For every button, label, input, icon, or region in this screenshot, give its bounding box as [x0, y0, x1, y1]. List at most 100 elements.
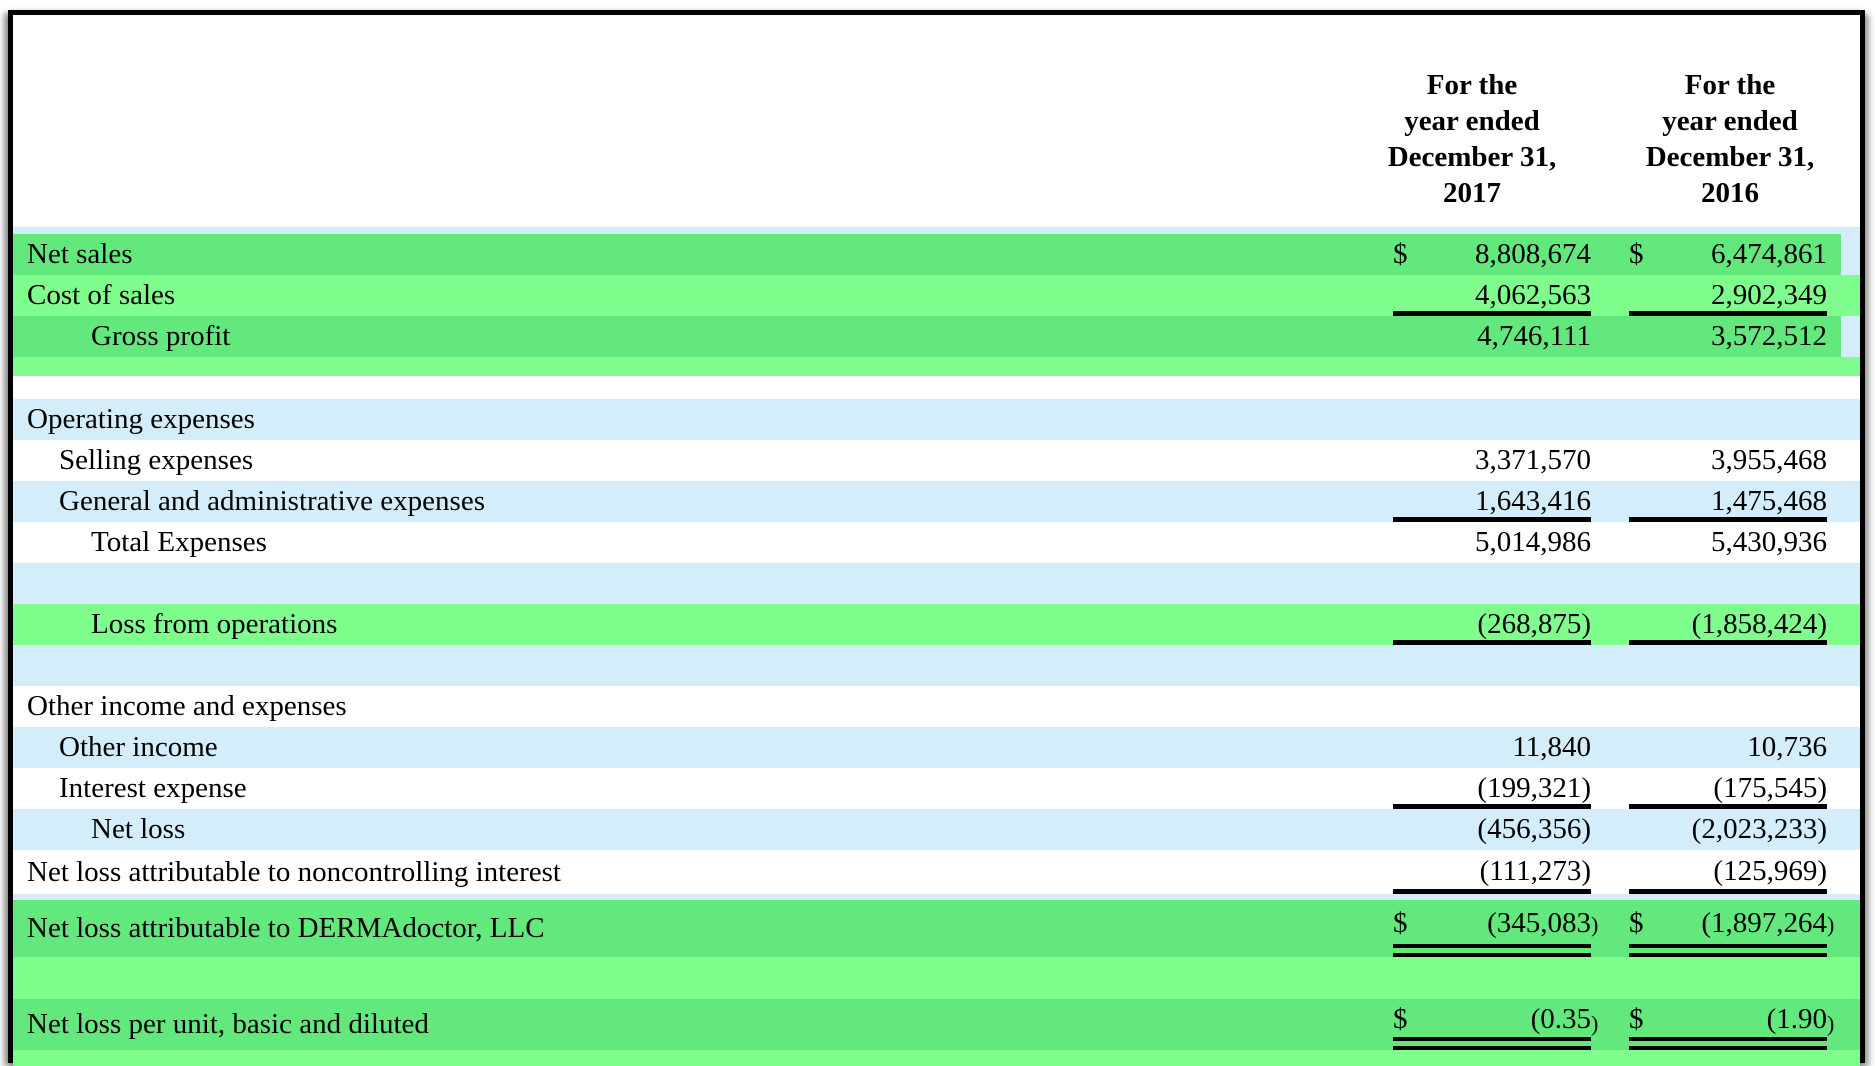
- raised-paren: [1591, 487, 1605, 495]
- raised-paren: [1827, 405, 1841, 413]
- value-2016-cell: $ (1,897,264): [1629, 900, 1841, 957]
- value-2016: 2,902,349: [1711, 278, 1827, 311]
- row-label: Net sales: [27, 238, 133, 270]
- trailing-strip: [1841, 234, 1855, 275]
- value-2016: 3,955,468: [1711, 444, 1827, 476]
- row-label: Other income: [59, 731, 218, 763]
- raised-paren: [1827, 610, 1841, 618]
- trailing-strip: [1841, 481, 1855, 522]
- column-gap: [1605, 234, 1629, 275]
- spacer-row: [13, 563, 1860, 604]
- value-2016-cell: $6,474,861: [1629, 234, 1841, 275]
- dollar-sign: $: [1393, 238, 1408, 270]
- statement-rows: Net sales $8,808,674 $6,474,861 Cost of sal…: [13, 227, 1860, 1066]
- table-row: Cost of sales 4,062,563 2,902,349: [13, 275, 1860, 316]
- value-2017: (345,083: [1487, 907, 1591, 939]
- raised-paren: [1827, 281, 1841, 289]
- column-header-2016-text: For the year ended December 31, 2016: [1645, 69, 1815, 209]
- table-row: Net loss (456,356) (2,023,233): [13, 809, 1860, 850]
- row-label: Net loss per unit, basic and diluted: [27, 1008, 429, 1040]
- value-2016: 6,474,861: [1711, 238, 1827, 270]
- right-pad: [1855, 522, 1860, 563]
- column-header-2017-text: For the year ended December 31, 2017: [1387, 69, 1557, 209]
- raised-paren: [1591, 322, 1605, 330]
- column-header-2017: For the year ended December 31, 2017: [1356, 31, 1588, 261]
- value-2016: (175,545): [1713, 771, 1827, 804]
- row-label: Net loss attributable to DERMAdoctor, LL…: [27, 912, 545, 944]
- column-gap: [1605, 399, 1629, 440]
- trailing-strip: [1841, 809, 1855, 850]
- value-2017-cell: 3,371,570: [1393, 440, 1605, 481]
- value-2017: (111,273): [1479, 855, 1591, 887]
- spacer-row: [13, 645, 1860, 686]
- value-2017: 1,643,416: [1475, 484, 1591, 517]
- raised-paren: ): [1591, 912, 1599, 937]
- right-pad: [1855, 809, 1860, 850]
- value-2016-cell: 2,902,349: [1629, 275, 1841, 316]
- table-row: Selling expenses 3,371,570 3,955,468: [13, 440, 1860, 481]
- dollar-sign: $: [1393, 1003, 1408, 1035]
- dollar-sign: $: [1629, 238, 1644, 270]
- value-2016: (1.90: [1766, 1003, 1827, 1035]
- value-2016-cell: 1,475,468: [1629, 481, 1841, 522]
- row-label: Net loss: [91, 813, 186, 845]
- trailing-strip: [1841, 999, 1855, 1050]
- raised-paren: [1591, 733, 1605, 741]
- value-2017-cell: [1393, 686, 1605, 727]
- right-pad: [1855, 481, 1860, 522]
- raised-paren: [1827, 815, 1841, 823]
- right-pad: [1855, 275, 1860, 316]
- raised-paren: [1591, 774, 1605, 782]
- value-2016: (2,023,233): [1691, 813, 1827, 845]
- value-2016-cell: (2,023,233): [1629, 809, 1841, 850]
- value-2016-cell: 10,736: [1629, 727, 1841, 768]
- trailing-strip: [1841, 768, 1855, 809]
- raised-paren: [1827, 856, 1841, 864]
- right-pad: [1855, 850, 1860, 894]
- row-label: Gross profit: [91, 320, 231, 352]
- table-row: Loss from operations (268,875) (1,858,424): [13, 604, 1860, 645]
- value-2017-cell: $ (0.35): [1393, 999, 1605, 1050]
- column-gap: [1605, 809, 1629, 850]
- table-row: Other income and expenses: [13, 686, 1860, 727]
- value-2017: 4,746,111: [1477, 320, 1591, 352]
- raised-paren: [1827, 240, 1841, 248]
- row-label: Loss from operations: [91, 608, 338, 640]
- trailing-strip: [1841, 604, 1855, 645]
- column-gap: [1605, 999, 1629, 1050]
- right-pad: [1855, 316, 1860, 357]
- value-2017: 4,062,563: [1475, 278, 1591, 311]
- table-row: Net loss attributable to DERMAdoctor, LL…: [13, 900, 1860, 957]
- column-gap: [1605, 522, 1629, 563]
- table-row: Net sales $8,808,674 $6,474,861: [13, 234, 1860, 275]
- value-2017-cell: $8,808,674: [1393, 234, 1605, 275]
- raised-paren: [1591, 610, 1605, 618]
- dollar-sign: $: [1629, 1003, 1644, 1035]
- table-row: Other income 11,840 10,736: [13, 727, 1860, 768]
- value-2016: (1,897,264: [1701, 907, 1827, 939]
- table-row: Interest expense (199,321) (175,545): [13, 768, 1860, 809]
- value-2017: (199,321): [1477, 771, 1591, 804]
- raised-paren: [1591, 815, 1605, 823]
- value-2017-cell: 4,746,111: [1393, 316, 1605, 357]
- table-row: Gross profit 4,746,111 3,572,512: [13, 316, 1860, 357]
- raised-paren: [1827, 774, 1841, 782]
- right-pad: [1855, 999, 1860, 1050]
- value-2017-cell: (199,321): [1393, 768, 1605, 809]
- raised-paren: [1591, 405, 1605, 413]
- value-2017: 5,014,986: [1475, 526, 1591, 558]
- raised-paren: [1591, 281, 1605, 289]
- value-2016-cell: [1629, 399, 1841, 440]
- trailing-strip: [1841, 316, 1855, 357]
- table-row: Total Expenses 5,014,986 5,430,936: [13, 522, 1860, 563]
- column-gap: [1605, 850, 1629, 894]
- table-header: For the year ended December 31, 2017 For…: [13, 15, 1860, 261]
- right-pad: [1855, 234, 1860, 275]
- value-2017: (456,356): [1477, 813, 1591, 845]
- column-gap: [1605, 900, 1629, 957]
- value-2016-cell: 3,955,468: [1629, 440, 1841, 481]
- dollar-sign: $: [1393, 907, 1408, 939]
- value-2017-cell: 4,062,563: [1393, 275, 1605, 316]
- trailing-strip: [1841, 522, 1855, 563]
- row-label: Operating expenses: [27, 403, 255, 435]
